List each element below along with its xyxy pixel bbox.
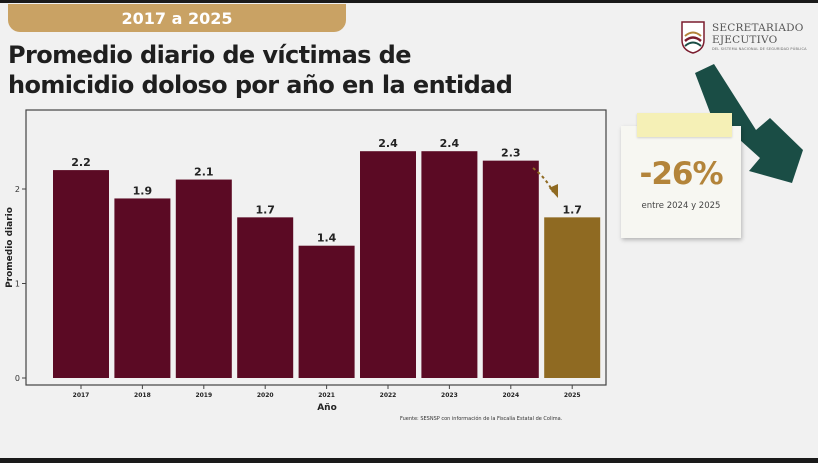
bar-2020 [237,217,294,378]
data-label-2018: 1.9 [133,184,153,197]
x-tick-label-2018: 2018 [134,392,151,399]
bar-2019 [175,179,232,378]
change-caption: entre 2024 y 2025 [641,201,721,211]
secretariado-logo: SECRETARIADO EJECUTIVO DEL SISTEMA NACIO… [680,20,810,60]
y-axis-label: Promedio diario [5,207,15,288]
logo-title: SECRETARIADO [712,22,804,34]
source-note: Fuente: SESNSP con información de la Fis… [400,416,563,422]
data-label-2025: 1.7 [562,203,582,216]
callout-sticky-note [637,113,732,137]
data-label-2020: 1.7 [255,203,275,216]
bar-2018 [114,198,171,378]
y-tick-label: 1 [15,280,20,289]
plot-border [25,109,607,386]
bar-2017 [53,170,109,378]
logo-tagline: DEL SISTEMA NACIONAL DE SEGURIDAD PÚBLIC… [712,47,807,51]
change-percentage: -26% [639,156,723,192]
top-border [0,0,818,3]
x-tick-label-2017: 2017 [73,392,90,399]
x-tick-label-2023: 2023 [441,392,458,399]
x-tick-label-2021: 2021 [318,392,335,399]
data-label-2023: 2.4 [440,137,460,150]
bar-2023 [421,151,478,378]
page-title: Promedio diario de víctimas de homicidio… [8,40,528,100]
data-label-2024: 2.3 [501,147,521,160]
x-tick-label-2019: 2019 [195,392,212,399]
page-title-line-1: Promedio diario de víctimas de [8,41,411,69]
bar-2025 [544,217,601,378]
dashed-arrow-head-icon [549,184,558,198]
bar-2022 [360,151,416,378]
trend-down-arrow-icon [695,64,803,183]
shield-logo-icon [681,21,705,54]
y-tick-label: 0 [15,374,20,383]
period-badge: 2017 a 2025 [8,4,346,32]
page-title-line-2: homicidio doloso por año en la entidad [8,71,513,99]
bar-2021 [298,245,355,378]
change-callout-card [621,126,741,238]
y-tick-label: 2 [15,185,20,194]
data-label-2022: 2.4 [378,137,398,150]
bar-2024 [482,160,539,378]
x-tick-label-2020: 2020 [257,392,274,399]
logo-subtitle: EJECUTIVO [712,34,778,46]
x-tick-label-2025: 2025 [564,392,581,399]
x-axis-label: Año [317,403,337,413]
x-tick-label-2022: 2022 [380,392,397,399]
data-label-2021: 1.4 [317,232,337,245]
bottom-border [0,458,818,463]
dashed-arrow-icon [532,167,554,193]
data-label-2017: 2.2 [71,156,91,169]
data-label-2019: 2.1 [194,166,214,179]
x-tick-label-2024: 2024 [502,392,519,399]
